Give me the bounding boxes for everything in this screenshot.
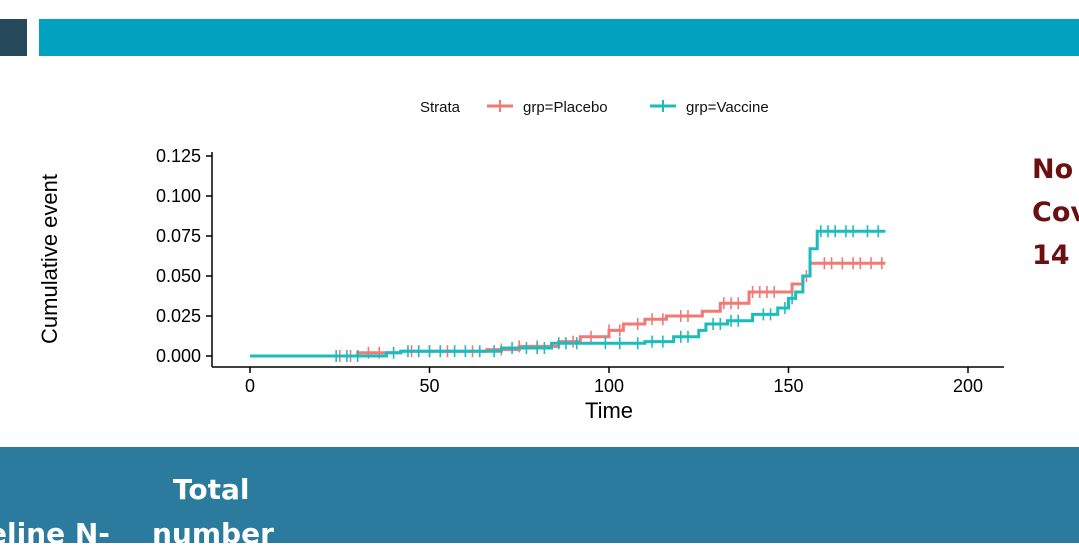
table-header-band: Total eline N- number (0, 447, 1079, 550)
legend-label-vaccine: grp=Vaccine (686, 99, 769, 116)
x-tick-label: 100 (594, 376, 624, 396)
y-tick-label: 0.000 (156, 346, 201, 366)
column-header-baseline: eline N- (0, 517, 110, 550)
legend: Strata grp=Placebo grp=Vaccine (420, 99, 769, 116)
side-note: No Cov 14 (1032, 148, 1079, 277)
y-tick-label: 0.125 (156, 146, 201, 166)
x-tick-label: 200 (953, 376, 983, 396)
y-tick-label: 0.050 (156, 266, 201, 286)
header-accent-block (0, 19, 27, 56)
y-tick-label: 0.025 (156, 306, 201, 326)
y-tick-label: 0.100 (156, 186, 201, 206)
column-header-number: number (152, 517, 274, 550)
y-tick-label: 0.075 (156, 226, 201, 246)
x-tick-label: 0 (245, 376, 255, 396)
header-bar (39, 19, 1079, 56)
side-line: Cov (1032, 197, 1079, 228)
legend-label-placebo: grp=Placebo (523, 99, 608, 116)
y-axis-label: Cumulative event (37, 174, 62, 344)
x-tick-label: 50 (419, 376, 439, 396)
x-tick-label: 150 (773, 376, 803, 396)
x-axis-label: Time (585, 398, 633, 423)
legend-title: Strata (420, 99, 461, 116)
side-line: 14 (1032, 240, 1070, 271)
series-line-vaccine (250, 229, 886, 358)
cumulative-event-chart: Strata grp=Placebo grp=Vaccine 0.000 0.02… (37, 99, 1004, 423)
column-header-total: Total (173, 473, 250, 506)
side-line: No (1032, 154, 1074, 185)
